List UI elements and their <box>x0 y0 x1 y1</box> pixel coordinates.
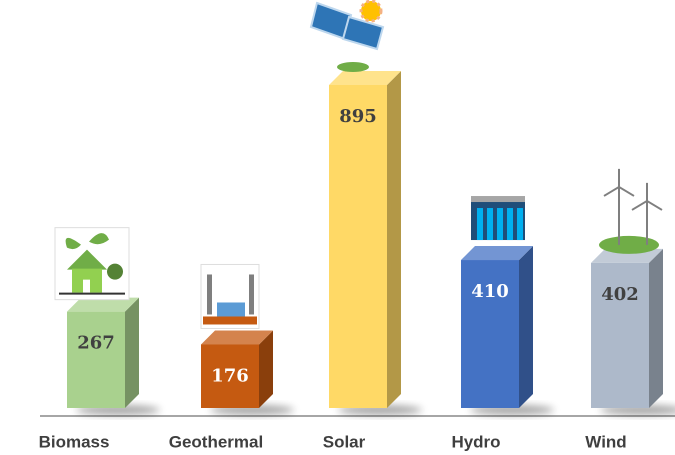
icon-water <box>507 208 513 241</box>
value-label: 267 <box>77 333 115 354</box>
bar-top <box>67 297 139 312</box>
value-label: 176 <box>211 365 249 386</box>
icon-water <box>487 208 493 241</box>
icon-plant <box>217 302 245 317</box>
icon-water <box>517 208 523 241</box>
icon-door <box>83 279 90 293</box>
bar-side <box>259 330 273 408</box>
icon-chimney <box>207 274 212 315</box>
bar-icon <box>471 196 525 241</box>
icon-sun <box>359 0 383 23</box>
icon-roof <box>67 249 107 270</box>
bar-side <box>387 71 401 408</box>
icon-blades <box>631 182 663 211</box>
x-tick-label: Biomass <box>39 432 110 451</box>
bar-icon <box>599 168 663 254</box>
bar <box>591 262 649 408</box>
x-tick-label: Geothermal <box>169 432 263 451</box>
bar-icon <box>309 0 385 72</box>
icon-water <box>497 208 503 241</box>
icon-grass <box>337 62 369 72</box>
bar <box>201 344 259 408</box>
icon-blades <box>603 168 635 197</box>
icon-leaf <box>65 233 109 250</box>
bar <box>67 311 125 408</box>
x-tick-label: Solar <box>323 432 366 451</box>
icon-ground <box>203 316 257 325</box>
value-label: 895 <box>339 106 377 127</box>
bar-icon <box>54 227 130 301</box>
value-label: 402 <box>601 284 639 305</box>
icon-hill <box>599 235 659 254</box>
bar-side <box>125 297 139 408</box>
icon-tree <box>107 263 123 280</box>
bars: 267 Biomass 176 Geothermal 895 Solar 410 Hydro 4… <box>39 0 675 451</box>
x-tick-label: Hydro <box>451 432 500 451</box>
bar-icon <box>200 263 260 329</box>
bar-side <box>649 248 663 408</box>
icon-water <box>477 208 483 241</box>
bar-top <box>201 330 273 345</box>
icon-dam-top <box>471 196 525 203</box>
bar <box>329 85 387 408</box>
bar-side <box>519 246 533 408</box>
icon-panel <box>341 15 385 51</box>
x-tick-label: Wind <box>585 432 626 451</box>
bar-top <box>329 71 401 85</box>
icon-chimney <box>249 274 254 315</box>
value-label: 410 <box>471 281 509 302</box>
bar <box>461 260 519 408</box>
bar-top <box>461 246 533 261</box>
